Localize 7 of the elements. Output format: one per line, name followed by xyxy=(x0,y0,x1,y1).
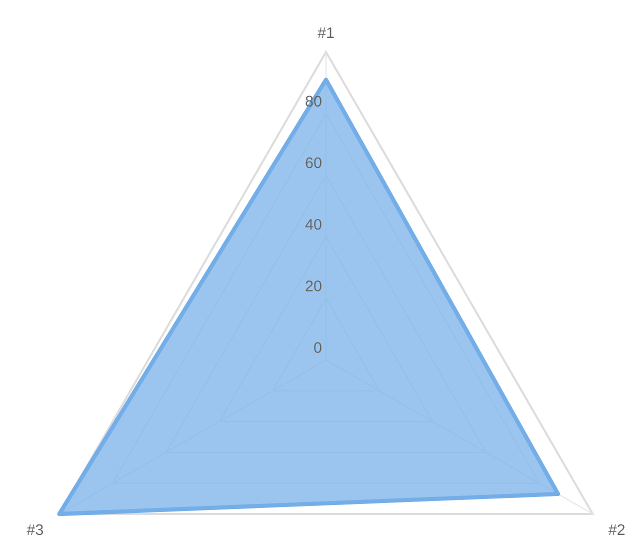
spoke-label: #2 xyxy=(608,524,625,535)
y-tick-label: 60 xyxy=(306,157,322,168)
y-tick-label: 20 xyxy=(306,280,322,292)
spoke-label: #3 xyxy=(26,524,44,536)
spoke-label: #1 xyxy=(318,27,334,38)
y-tick-label: 40 xyxy=(305,218,322,230)
y-tick-label: 0 xyxy=(314,342,322,353)
